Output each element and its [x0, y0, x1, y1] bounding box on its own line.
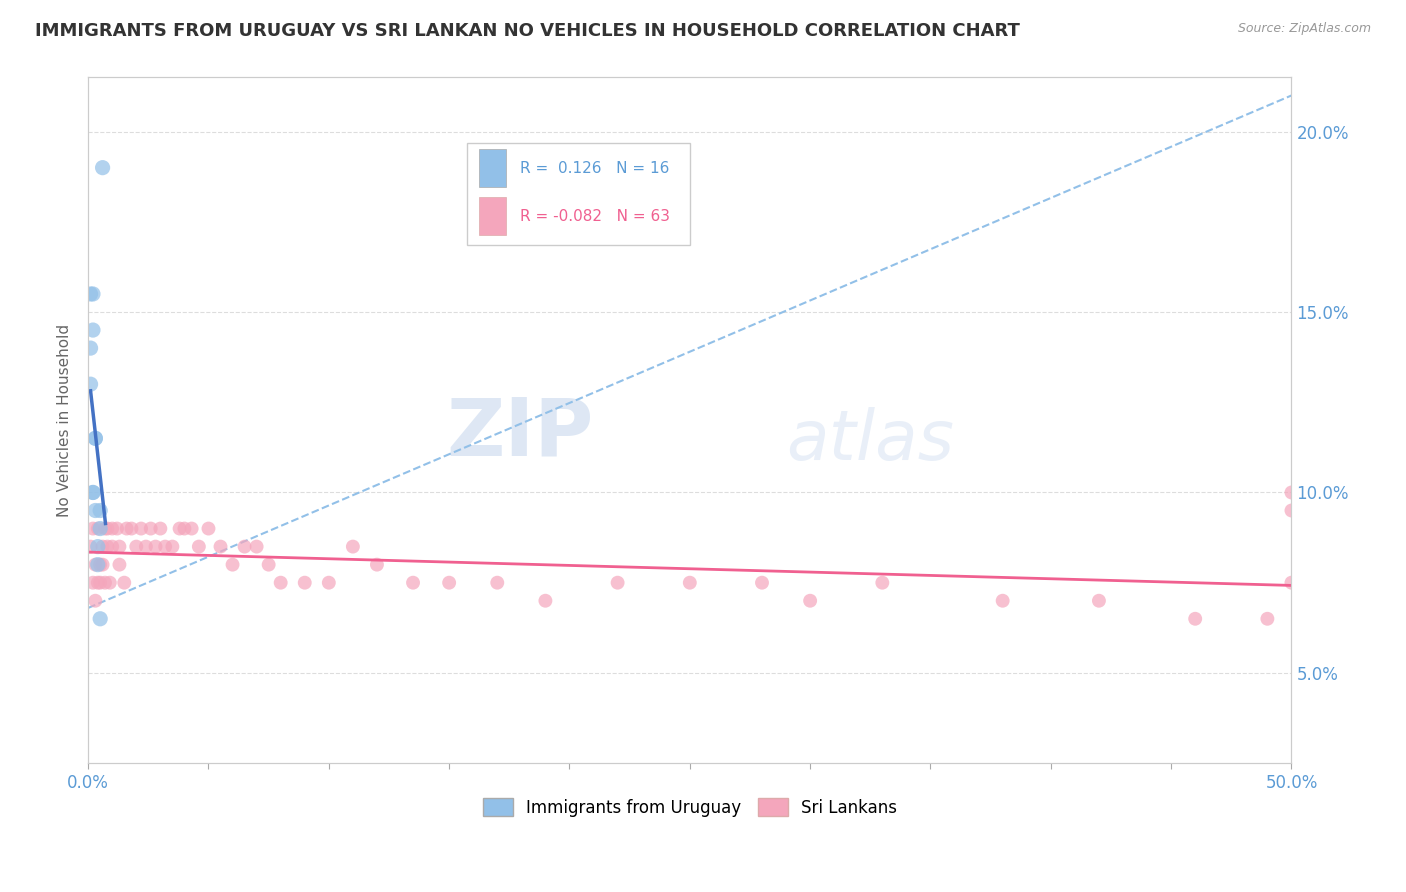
Point [79, 287, 101, 301]
Point [79, 540, 101, 554]
Point [318, 575, 340, 590]
Text: atlas: atlas [786, 408, 955, 475]
Point [96, 540, 118, 554]
Point [87, 558, 110, 572]
Point [108, 540, 131, 554]
Point [342, 540, 364, 554]
Point [121, 522, 143, 536]
Point [89, 612, 111, 626]
Point [366, 558, 388, 572]
Point [139, 522, 162, 536]
Bar [479, 150, 506, 187]
FancyBboxPatch shape [467, 143, 690, 245]
Point [1281, 575, 1303, 590]
Legend: Immigrants from Uruguay, Sri Lankans: Immigrants from Uruguay, Sri Lankans [475, 791, 904, 823]
Point [89, 522, 111, 536]
Text: Source: ZipAtlas.com: Source: ZipAtlas.com [1237, 22, 1371, 36]
Point [82, 323, 104, 337]
Point [197, 522, 219, 536]
Point [87, 575, 110, 590]
Text: R = -0.082   N = 63: R = -0.082 N = 63 [520, 209, 671, 224]
Point [96, 522, 118, 536]
Point [91, 161, 114, 175]
Point [87, 522, 110, 536]
Point [1184, 612, 1206, 626]
Point [112, 575, 135, 590]
Point [486, 575, 509, 590]
Point [125, 540, 148, 554]
Point [87, 540, 110, 554]
Text: R =  0.126   N = 16: R = 0.126 N = 16 [520, 161, 669, 176]
Text: ZIP: ZIP [446, 395, 593, 473]
Point [1088, 593, 1111, 607]
Point [180, 522, 202, 536]
Point [105, 522, 128, 536]
Point [872, 575, 894, 590]
Point [101, 540, 124, 554]
Point [84, 431, 107, 445]
Point [94, 575, 117, 590]
Point [82, 522, 104, 536]
Point [82, 575, 104, 590]
Point [84, 558, 107, 572]
Text: IMMIGRANTS FROM URUGUAY VS SRI LANKAN NO VEHICLES IN HOUSEHOLD CORRELATION CHART: IMMIGRANTS FROM URUGUAY VS SRI LANKAN NO… [35, 22, 1019, 40]
Point [246, 540, 269, 554]
Point [233, 540, 256, 554]
Point [82, 485, 104, 500]
Point [153, 540, 176, 554]
Point [89, 558, 111, 572]
Point [799, 593, 821, 607]
Point [187, 540, 209, 554]
Point [115, 522, 138, 536]
Point [101, 522, 124, 536]
Point [108, 558, 131, 572]
Y-axis label: No Vehicles in Household: No Vehicles in Household [58, 324, 72, 516]
Point [173, 522, 195, 536]
Point [294, 575, 316, 590]
Point [257, 558, 280, 572]
Point [79, 377, 101, 392]
Point [1281, 485, 1303, 500]
Point [98, 575, 121, 590]
Point [679, 575, 702, 590]
Point [145, 540, 167, 554]
Point [89, 575, 111, 590]
Point [1256, 612, 1278, 626]
Point [402, 575, 425, 590]
Point [135, 540, 157, 554]
Point [79, 341, 101, 355]
Point [162, 540, 184, 554]
Point [129, 522, 152, 536]
Point [84, 431, 107, 445]
Point [91, 540, 114, 554]
Point [209, 540, 232, 554]
Point [1281, 503, 1303, 517]
Point [437, 575, 460, 590]
Point [991, 593, 1014, 607]
Point [221, 558, 243, 572]
Point [149, 522, 172, 536]
Point [84, 503, 107, 517]
Point [94, 522, 117, 536]
Point [270, 575, 292, 590]
Point [82, 287, 104, 301]
Point [534, 593, 557, 607]
Point [751, 575, 773, 590]
Point [84, 593, 107, 607]
Point [91, 558, 114, 572]
Point [169, 522, 191, 536]
Point [89, 503, 111, 517]
Bar [479, 197, 506, 235]
Point [82, 485, 104, 500]
Point [606, 575, 628, 590]
